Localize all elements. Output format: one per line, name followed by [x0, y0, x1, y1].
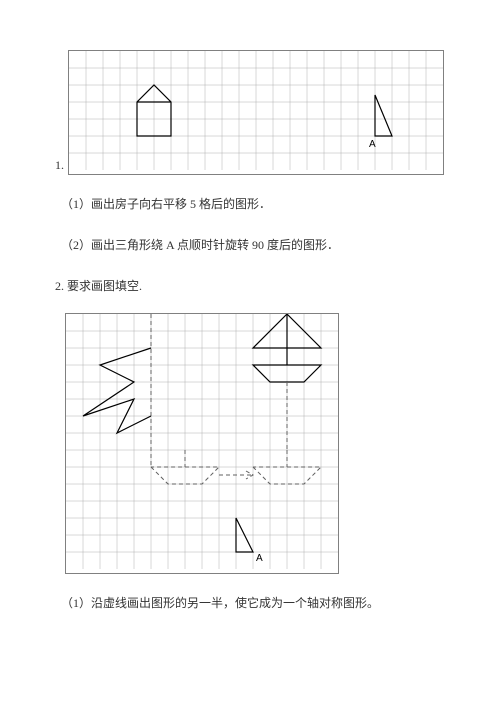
problem-1-row: 1. A [55, 50, 445, 175]
problem-2-sub-1: （1）沿虚线画出图形的另一半，使它成为一个轴对称图形。 [61, 594, 445, 613]
triangle-shape [375, 95, 392, 136]
grid-2-wrap: A [65, 313, 445, 574]
grid-1: A [68, 50, 444, 175]
problem-1-sub-1: （1）画出房子向右平移 5 格后的图形． [61, 195, 445, 214]
grid-1-lines [69, 51, 443, 170]
problem-2-heading: 2. 要求画图填空. [55, 277, 445, 296]
grid-1-svg: A [69, 51, 443, 170]
grid-2-lines [66, 314, 338, 569]
label-a-2: A [256, 553, 263, 564]
problem-1-sub-2: （2）画出三角形绕 A 点顺时针旋转 90 度后的图形． [61, 236, 445, 255]
problem-1-number: 1. [55, 158, 64, 175]
grid-2: A [65, 313, 339, 574]
label-a: A [369, 139, 376, 150]
grid-2-svg: A [66, 314, 338, 569]
